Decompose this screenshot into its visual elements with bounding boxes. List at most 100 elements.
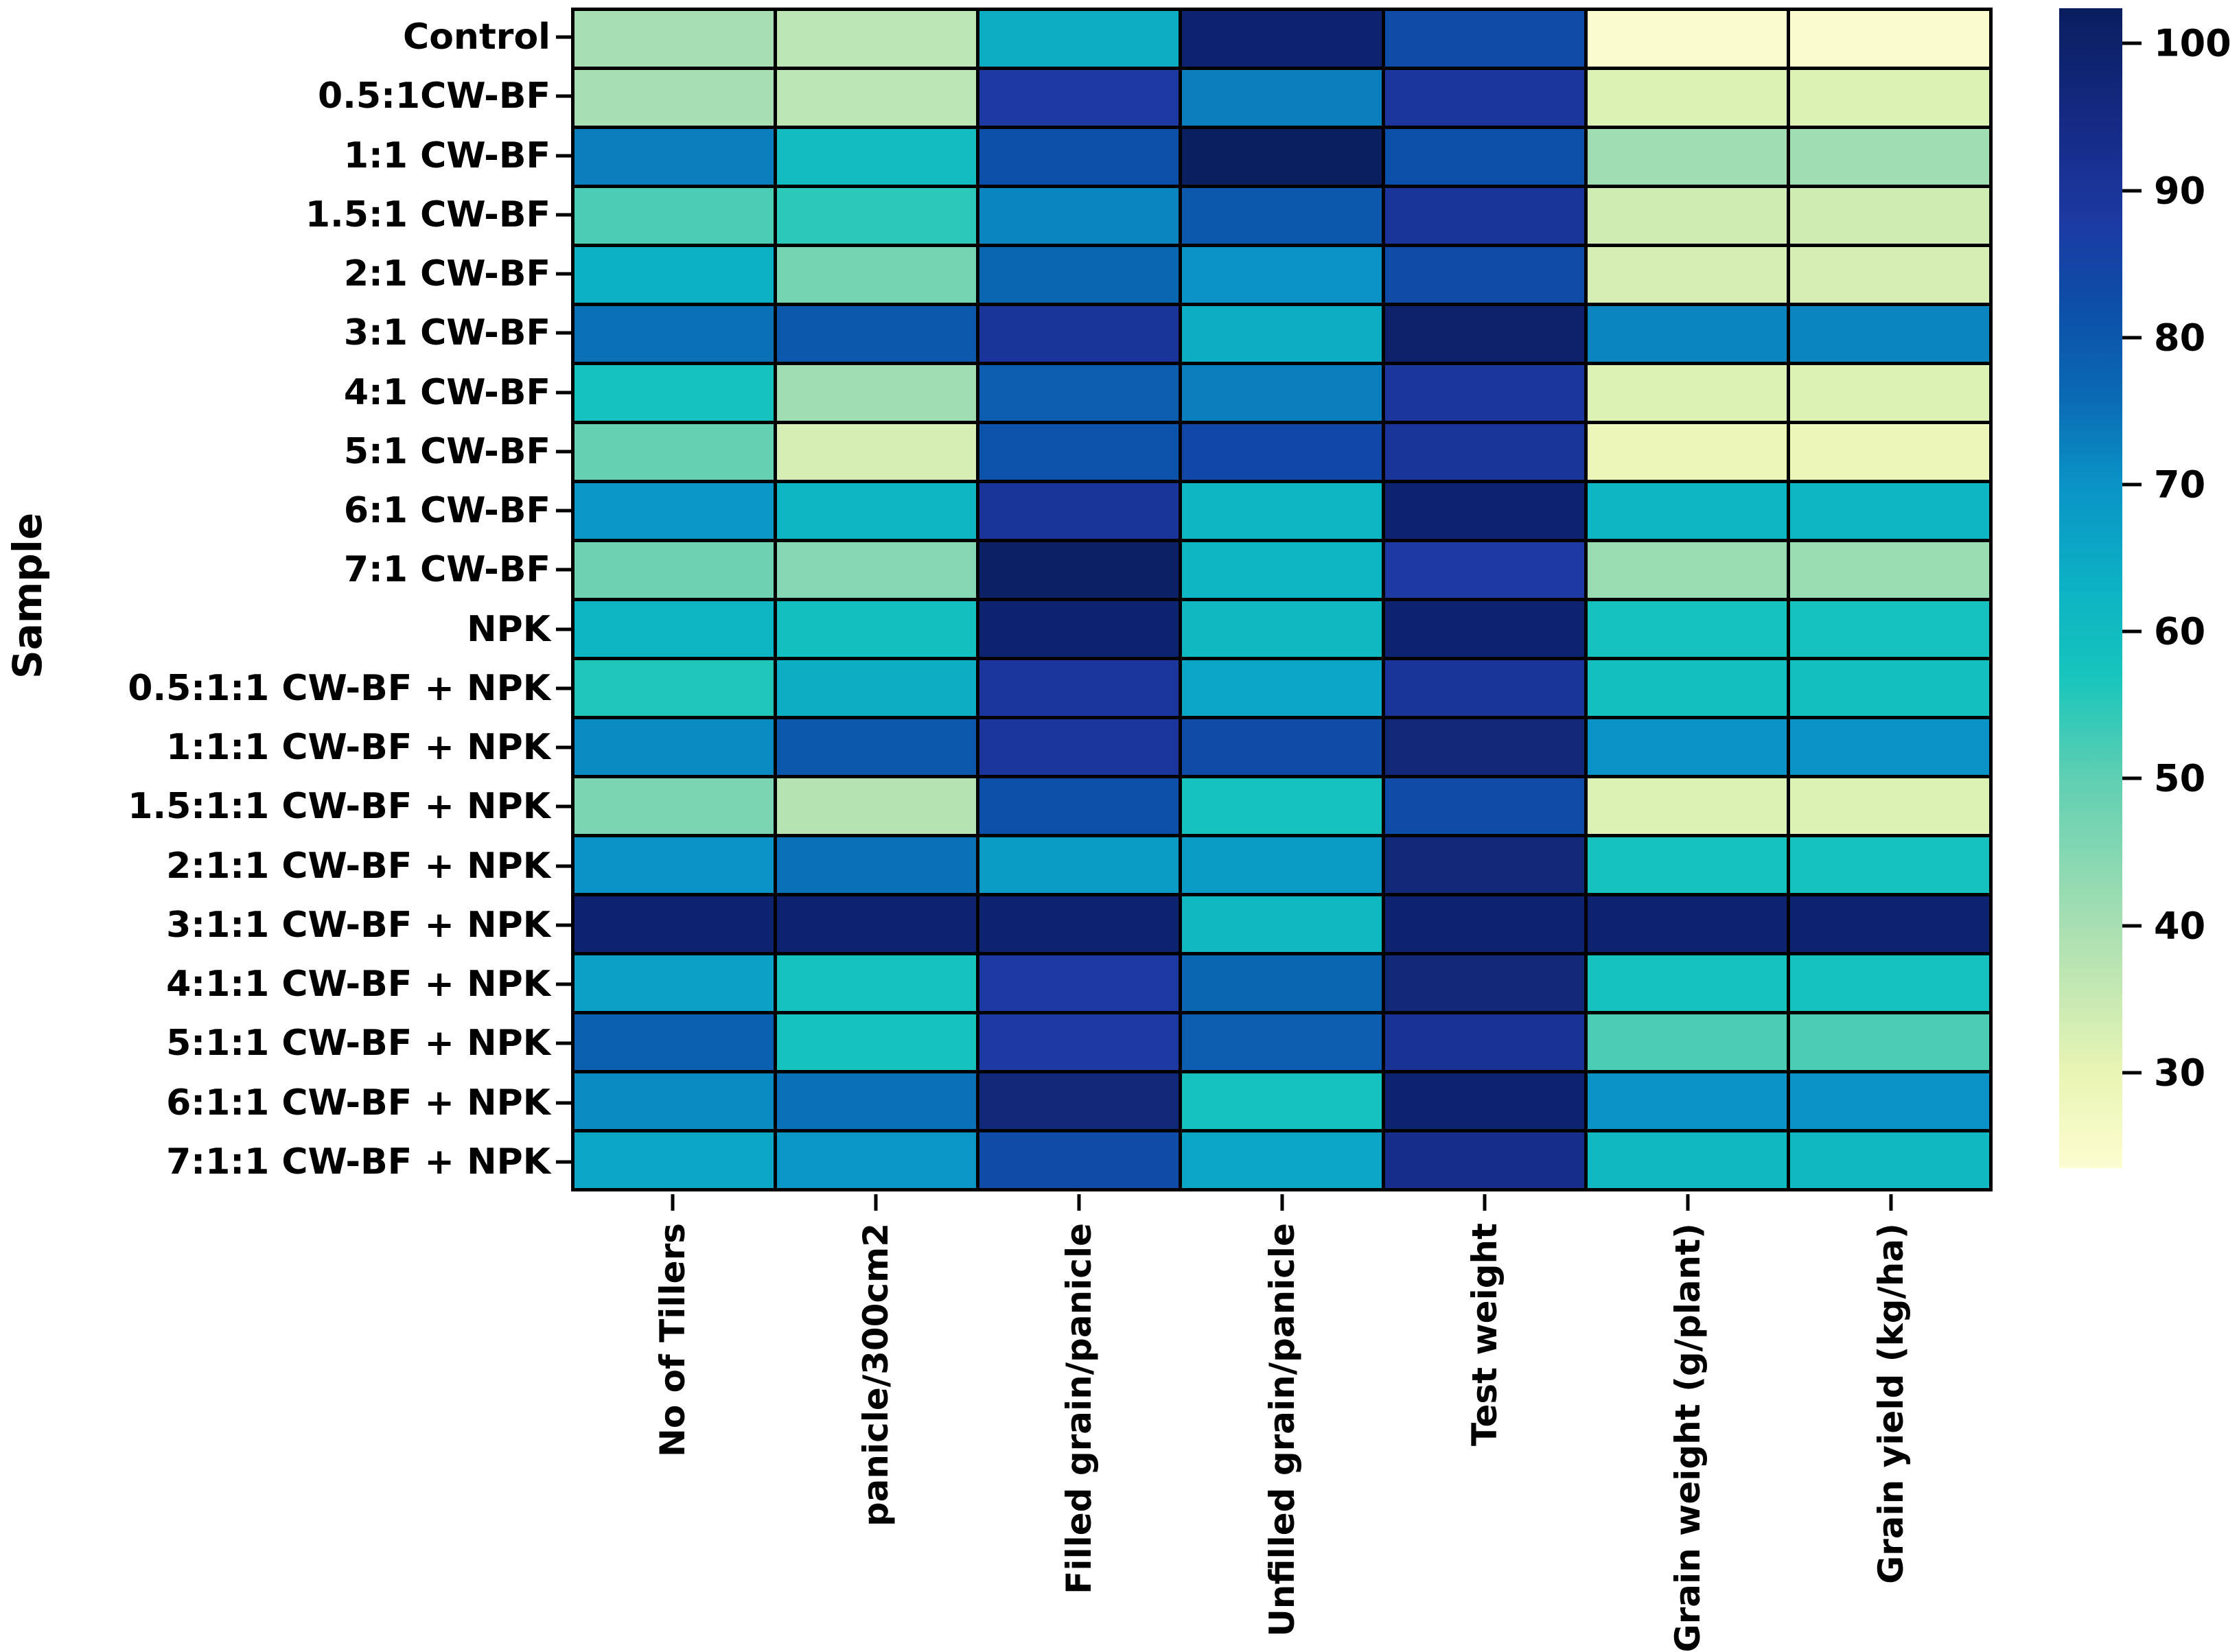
- row-label: 7:1:1 CW-BF + NPK: [166, 1141, 550, 1183]
- heatmap-cell: [1789, 483, 1989, 539]
- heatmap-cell: [1182, 247, 1382, 303]
- heatmap-cell: [575, 542, 774, 598]
- row-label: Control: [403, 16, 550, 58]
- colorbar-tick-label: 40: [2154, 904, 2206, 948]
- row-label: 0.5:1CW-BF: [317, 75, 550, 117]
- heatmap-cell: [1789, 424, 1989, 480]
- x-axis-ticks: [571, 1194, 1993, 1212]
- heatmap-cell: [575, 365, 774, 421]
- heatmap-cell: [1182, 1132, 1382, 1188]
- heatmap-cell: [1182, 483, 1382, 539]
- row-label: 5:1:1 CW-BF + NPK: [166, 1023, 550, 1065]
- heatmap-cell: [777, 601, 977, 657]
- heatmap-cell: [1789, 247, 1989, 303]
- x-tick-mark: [1889, 1194, 1893, 1211]
- x-tick-mark: [1280, 1194, 1284, 1211]
- heatmap-cell: [979, 1014, 1179, 1070]
- heatmap-cell: [777, 837, 977, 893]
- heatmap-grid: [571, 8, 1993, 1191]
- row-label: 1.5:1:1 CW-BF + NPK: [128, 786, 550, 828]
- heatmap-cell: [575, 837, 774, 893]
- heatmap-cell: [777, 11, 977, 67]
- y-tick-labels: Control 0.5:1CW-BF 1:1 CW-BF 1.5:1 CW-BF 2:1…: [0, 8, 550, 1191]
- y-tick-mark: [556, 923, 571, 927]
- heatmap-cell: [1384, 778, 1584, 834]
- heatmap-cell: [575, 1132, 774, 1188]
- heatmap-cell: [575, 660, 774, 716]
- colorbar-tick-label: 100: [2154, 21, 2231, 65]
- heatmap-cell: [1587, 719, 1787, 775]
- heatmap-cell: [575, 1073, 774, 1129]
- heatmap-cell: [1789, 955, 1989, 1011]
- heatmap-cell: [979, 719, 1179, 775]
- heatmap-cell: [575, 778, 774, 834]
- heatmap-cell: [1384, 1132, 1584, 1188]
- heatmap-cell: [979, 365, 1179, 421]
- row-label: 4:1 CW-BF: [343, 371, 550, 413]
- row-label: 3:1 CW-BF: [343, 312, 550, 354]
- colorbar-tick-mark: [2122, 482, 2142, 487]
- heatmap-cell: [1587, 424, 1787, 480]
- row-label: 6:1:1 CW-BF + NPK: [166, 1082, 550, 1124]
- heatmap-cell: [1384, 660, 1584, 716]
- heatmap-cell: [575, 188, 774, 244]
- heatmap-cell: [777, 306, 977, 362]
- heatmap-cell: [1789, 837, 1989, 893]
- heatmap-cell: [979, 896, 1179, 952]
- heatmap-cell: [979, 837, 1179, 893]
- colorbar-ticks: 100 90 80 70 60 50 40 30: [2122, 0, 2239, 1235]
- row-label: 1.5:1 CW-BF: [305, 194, 550, 235]
- heatmap-cell: [979, 188, 1179, 244]
- colorbar-tick-mark: [2122, 336, 2142, 340]
- heatmap-cell: [777, 778, 977, 834]
- heatmap-cell: [1789, 719, 1989, 775]
- heatmap-cell: [1182, 365, 1382, 421]
- heatmap-cell: [1789, 365, 1989, 421]
- heatmap-cell: [777, 1132, 977, 1188]
- heatmap-cell: [1789, 1073, 1989, 1129]
- heatmap-cell: [1789, 778, 1989, 834]
- colorbar-tick-mark: [2122, 1071, 2142, 1075]
- heatmap-cell: [979, 11, 1179, 67]
- heatmap-cell: [575, 955, 774, 1011]
- heatmap-cell: [575, 719, 774, 775]
- heatmap-cell: [1587, 11, 1787, 67]
- heatmap-cell: [979, 601, 1179, 657]
- heatmap-cell: [979, 247, 1179, 303]
- colorbar-tick-label: 50: [2154, 756, 2206, 800]
- heatmap-cell: [1384, 365, 1584, 421]
- heatmap-cell: [1587, 660, 1787, 716]
- x-tick-mark: [1483, 1194, 1487, 1211]
- heatmap-cell: [777, 424, 977, 480]
- row-label: 7:1 CW-BF: [343, 549, 550, 591]
- column-label: Unfilled grain/panicle: [1262, 1223, 1302, 1637]
- heatmap-cell: [1587, 896, 1787, 952]
- heatmap-cell: [575, 424, 774, 480]
- heatmap-cell: [1182, 601, 1382, 657]
- x-tick-mark: [1686, 1194, 1690, 1211]
- heatmap-cell: [979, 483, 1179, 539]
- colorbar-tick-mark: [2122, 629, 2142, 633]
- column-label: Grain weight (g/plant): [1668, 1223, 1708, 1652]
- y-tick-mark: [556, 450, 571, 454]
- y-tick-mark: [556, 804, 571, 808]
- colorbar-tick-mark: [2122, 776, 2142, 780]
- heatmap-cell: [1182, 955, 1382, 1011]
- heatmap-cell: [575, 483, 774, 539]
- colorbar-tick-mark: [2122, 924, 2142, 928]
- heatmap-cell: [1182, 542, 1382, 598]
- colorbar-tick-label: 60: [2154, 609, 2206, 653]
- heatmap-cell: [777, 1073, 977, 1129]
- heatmap-cell: [1587, 70, 1787, 126]
- heatmap-cell: [1587, 542, 1787, 598]
- heatmap-cell: [1789, 601, 1989, 657]
- heatmap-cell: [1789, 660, 1989, 716]
- y-tick-mark: [556, 982, 571, 986]
- x-tick-mark: [671, 1194, 675, 1211]
- colorbar-tick-mark: [2122, 41, 2142, 45]
- heatmap-cell: [1789, 306, 1989, 362]
- column-label: No of Tillers: [652, 1223, 693, 1457]
- heatmap-cell: [575, 11, 774, 67]
- heatmap-cell: [1182, 837, 1382, 893]
- heatmap-cell: [1182, 129, 1382, 185]
